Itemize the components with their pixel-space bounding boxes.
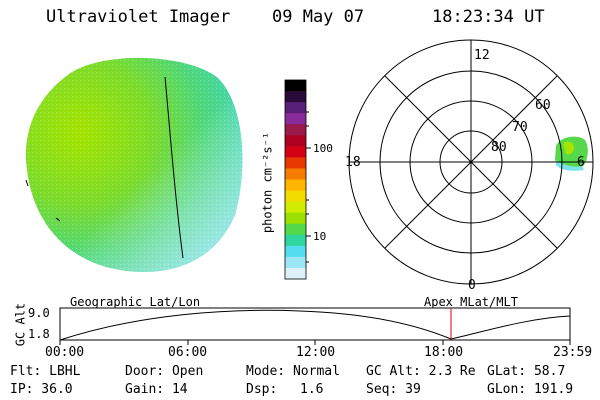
colorbar-tick-label-10: 10 [313,230,327,243]
colorbar-cell [285,113,306,125]
mlt-label-18: 18 [345,155,361,170]
tick-mark [25,179,29,187]
status-gc-alt: GC Alt: 2.3 Re [366,364,476,379]
status-glon: GLon: 191.9 [487,382,574,397]
mlt-label-12: 12 [474,48,490,63]
mlat-label-70: 70 [512,120,528,135]
strip-right-caption: Apex MLat/MLT [424,295,518,309]
colorbar-tick-label-100: 100 [313,142,333,155]
colorbar-cell [285,146,306,158]
status-dsp-value: 1.6 [300,382,324,397]
status-seq: Seq: 39 [366,382,421,397]
tick-mark [55,217,61,222]
colorbar-cell [285,168,306,181]
instrument-title: Ultraviolet Imager [46,7,231,27]
status-filter: Flt: LBHL [10,364,81,379]
mlat-label-60: 60 [535,98,551,113]
mlt-label-0: 0 [468,278,476,293]
colorbar-cell [285,80,306,92]
mlt-label-6: 6 [577,155,585,170]
colorbar-cell [285,102,306,114]
terminator-line [164,76,184,259]
colorbar-cell [285,135,306,147]
status-mode: Mode: Normal [246,364,340,379]
strip-x-tick-1800: 18:00 [424,345,464,360]
colorbar-cell [285,190,306,203]
colorbar-cell [285,157,306,170]
status-gain: Gain: 14 [125,382,188,397]
status-door: Door: Open [125,364,204,379]
strip-x-tick-0600: 06:00 [168,345,208,360]
colorbar-cell [285,267,306,280]
altitude-curve [59,309,571,341]
colorbar-cell [285,245,306,258]
colorbar-cell [285,234,306,247]
colorbar-cell [285,256,306,269]
colorbar-cell [285,212,306,225]
strip-x-tick-0000: 00:00 [45,345,85,360]
colorbar-cell [285,223,306,236]
status-glat: GLat: 58.7 [487,364,566,379]
colorbar-cell [285,91,306,103]
colorbar-cell [285,201,306,214]
strip-y-tick-9: 9.0 [28,306,50,320]
time-label: 18:23:34 UT [432,7,545,27]
strip-x-tick-1200: 12:00 [296,345,336,360]
mlat-label-80: 80 [491,140,507,155]
strip-y-title: GC Alt [13,302,28,347]
strip-left-caption: Geographic Lat/Lon [70,295,201,309]
colorbar-cell [285,124,306,136]
colorbar-cell [285,179,306,192]
date-label: 09 May 07 [272,7,365,27]
strip-x-tick-2359: 23:59 [553,345,593,360]
strip-y-tick-1: 1.8 [28,327,50,341]
status-ip: IP: 36.0 [10,382,73,397]
status-dsp-label: Dsp: [246,382,278,397]
